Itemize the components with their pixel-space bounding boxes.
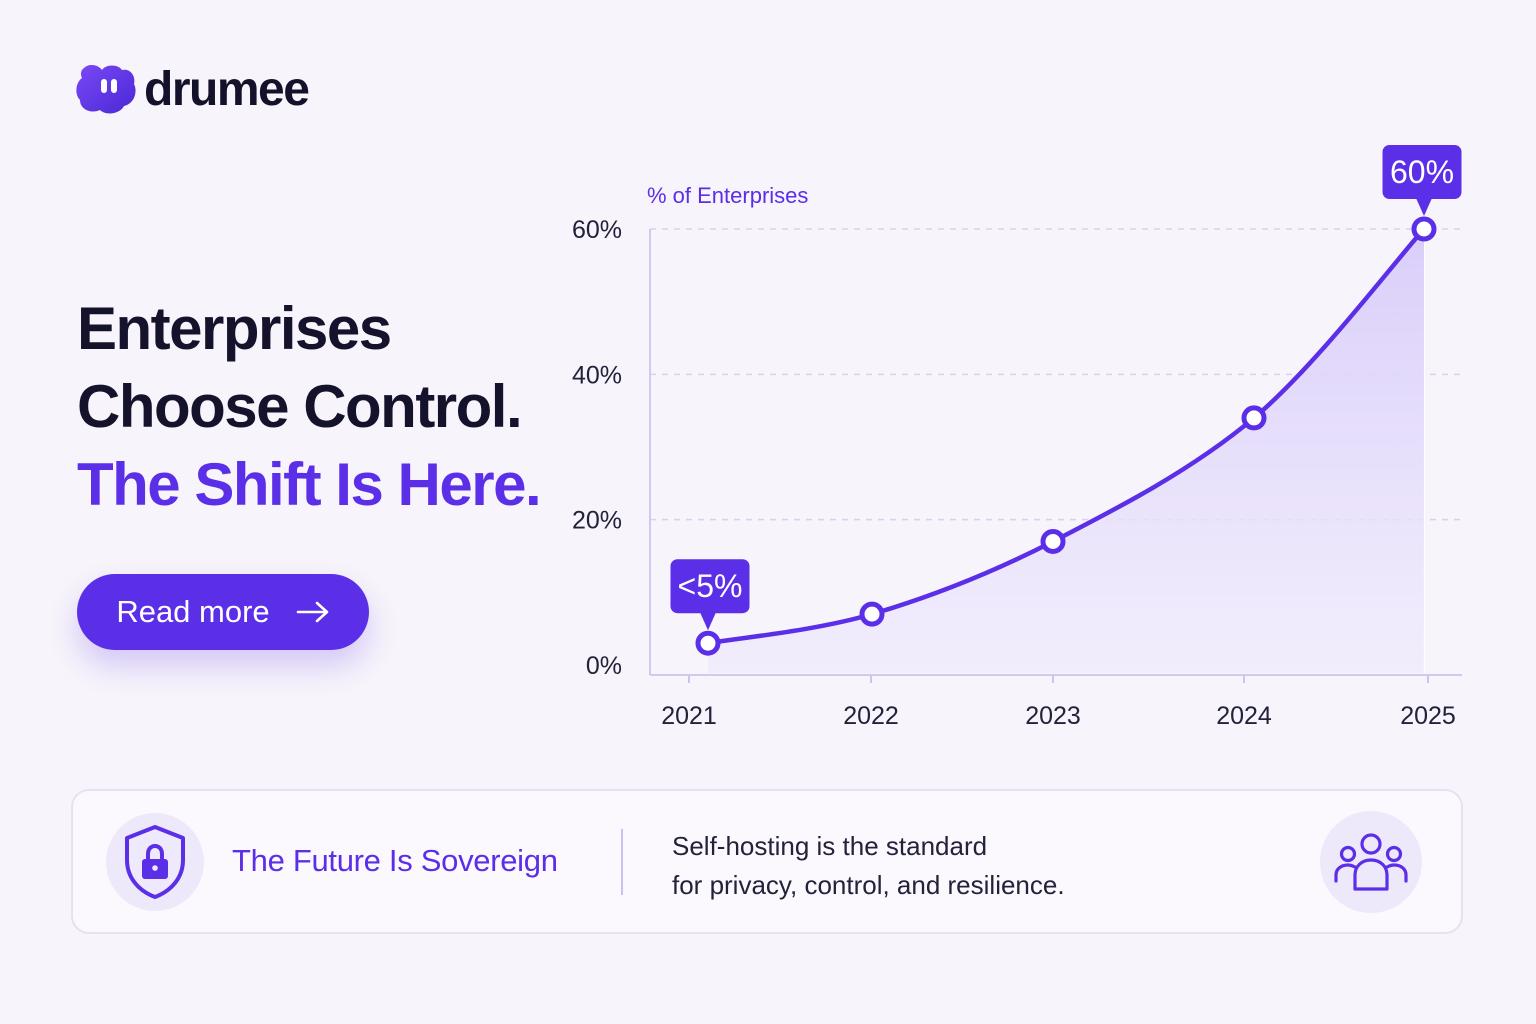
y-tick-label: 0% [586, 652, 622, 680]
data-point-2022 [859, 601, 885, 627]
x-tick-label: 2025 [1400, 702, 1456, 730]
headline-line-2: Choose Control. [77, 373, 523, 440]
y-axis-label: % of Enterprises [647, 183, 808, 208]
data-point-2023 [1040, 528, 1066, 554]
banner-text-line-2: for privacy, control, and resilience. [672, 870, 1065, 900]
callout-box [670, 559, 750, 614]
series-line [705, 226, 1427, 646]
area-fill [708, 229, 1424, 673]
y-tick-label: 20% [572, 507, 622, 535]
x-tick-label: 2021 [661, 702, 717, 730]
banner-text-line-1: Self-hosting is the standard [672, 831, 988, 861]
users-icon [1334, 833, 1408, 891]
callout-box [1382, 145, 1462, 199]
shield-badge [106, 813, 204, 911]
brand-logo: drumee [76, 62, 310, 117]
callout-pointer [1416, 198, 1432, 216]
x-tick-label: 2023 [1025, 702, 1081, 730]
y-tick-label: 40% [572, 361, 622, 389]
headline-line-3: The Shift Is Here. [77, 451, 542, 518]
shield-lock-icon [125, 825, 185, 899]
sovereign-banner: The Future Is Sovereign Self-hosting is … [71, 789, 1463, 934]
read-more-label: Read more [116, 594, 270, 629]
users-badge [1320, 811, 1422, 913]
banner-divider [621, 829, 623, 895]
x-tick-label: 2022 [843, 702, 899, 730]
callout-2021: <5% [670, 559, 750, 631]
headline-line-1: Enterprises [77, 295, 392, 362]
callout-pointer [700, 612, 716, 631]
data-point-2021 [695, 630, 721, 656]
callout-label: 60% [1390, 154, 1454, 190]
callout-2025: 60% [1382, 145, 1462, 216]
hero-headline: Enterprises Choose Control. The Shift Is… [77, 290, 542, 524]
read-more-button[interactable]: Read more [77, 574, 369, 650]
y-tick-label: 60% [572, 216, 622, 244]
banner-title: The Future Is Sovereign [232, 843, 558, 878]
drumee-logo-icon [76, 64, 136, 113]
data-point-2024 [1241, 405, 1267, 431]
arrow-right-icon [296, 601, 328, 623]
banner-description: Self-hosting is the standard for privacy… [672, 827, 1065, 905]
adoption-chart: % of Enterprises 0% 20% 40% 60% 2021 2022 2023… [572, 145, 1462, 730]
callout-label: <5% [678, 568, 743, 604]
x-tick-label: 2024 [1216, 702, 1272, 730]
data-point-2025 [1411, 216, 1437, 242]
brand-name: drumee [144, 63, 310, 116]
